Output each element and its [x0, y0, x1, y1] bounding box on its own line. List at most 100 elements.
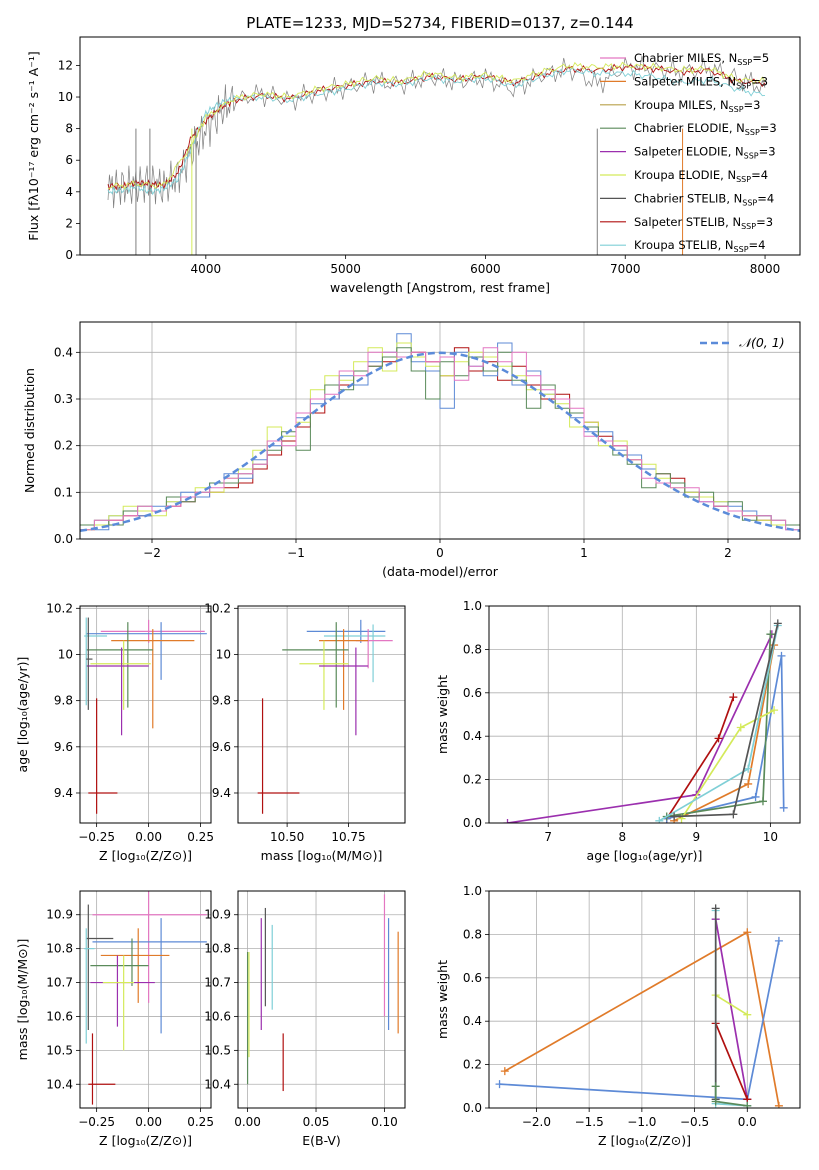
y-tick-label: 12 [58, 58, 73, 72]
y-tick-label: 0.6 [463, 971, 482, 985]
point-marker [773, 619, 782, 628]
x-axis-label: E(B-V) [302, 1133, 341, 1148]
panel-mass-vs-Z: −0.25 0.00 0.25 10.4 10.5 10.6 10.7 10.8 10.9 Z [… [15, 890, 214, 1148]
x-tick-label: 0.0 [738, 1115, 757, 1129]
panel-age-vs-mass: 10.50 10.75 9.4 9.6 9.8 10 10.2 mass [log₁₀(M/M… [204, 601, 406, 863]
legend-label: 𝒩(0, 1) [739, 335, 785, 350]
y-tick-label: 10.6 [204, 1009, 231, 1023]
x-tick-label: −2.0 [522, 1115, 551, 1129]
point-marker [711, 1082, 720, 1091]
y-tick-label: 0.0 [463, 1101, 482, 1115]
y-tick-label: 0.2 [54, 439, 73, 453]
y-tick-label: 9.4 [54, 786, 73, 800]
legend-entry: Salpeter MILES, NSSP=3 [600, 74, 768, 90]
y-tick-label: 10.5 [204, 1043, 231, 1057]
y-tick-label: 2 [65, 216, 73, 230]
y-tick-label: 4 [65, 185, 73, 199]
y-tick-label: 9.4 [212, 786, 231, 800]
x-tick-label: 9 [693, 830, 701, 844]
x-tick-label: 1 [580, 546, 588, 560]
legend-label: Kroupa ELODIE, NSSP=4 [634, 168, 768, 184]
point-marker [714, 734, 723, 743]
y-axis-label: Flux [fλ10⁻¹⁷ erg cm⁻² s⁻¹ A⁻¹] [26, 51, 41, 240]
panel-spectrum: 4000 5000 6000 7000 8000 0 2 4 6 8 10 12 wavelength … [26, 36, 801, 295]
x-tick-label: 0.05 [303, 1115, 330, 1129]
histogram [80, 347, 800, 539]
legend-entry: Salpeter STELIB, NSSP=3 [600, 215, 773, 231]
y-tick-label: 10.4 [204, 1077, 231, 1091]
weight-series [507, 633, 773, 823]
x-tick-label: 0.00 [135, 1115, 162, 1129]
y-tick-label: 0.8 [463, 642, 482, 656]
x-tick-label: −1.0 [627, 1115, 656, 1129]
legend-entry: Chabrier MILES, NSSP=5 [600, 51, 769, 67]
x-tick-label: 8 [618, 830, 626, 844]
x-axis-label: Z [log₁₀(Z/Z⊙)] [99, 1133, 192, 1148]
x-tick-label: 7000 [610, 262, 641, 276]
point-marker [729, 810, 738, 819]
legend-label: Salpeter STELIB, NSSP=3 [634, 215, 773, 231]
legend-label: Kroupa STELIB, NSSP=4 [634, 238, 765, 254]
y-tick-label: 1.0 [463, 884, 482, 898]
point-marker [736, 723, 745, 732]
plot-area [489, 606, 800, 823]
x-axis-label: mass [log₁₀(M/M⊙)] [261, 848, 383, 863]
y-tick-label: 10.7 [46, 976, 73, 990]
axes-frame [488, 890, 801, 1109]
point-marker [758, 797, 767, 806]
weight-series [714, 1023, 749, 1100]
x-tick-label: 10.75 [331, 830, 365, 844]
legend-entry: Chabrier ELODIE, NSSP=3 [600, 121, 777, 137]
x-tick-label: −2 [143, 546, 161, 560]
y-tick-label: 10.2 [204, 601, 231, 615]
spectrum-series [107, 61, 766, 190]
y-tick-label: 0.2 [463, 773, 482, 787]
x-tick-label: 6000 [470, 262, 501, 276]
y-tick-label: 1.0 [463, 599, 482, 613]
x-tick-label: 0.10 [371, 1115, 398, 1129]
y-tick-label: 0.8 [463, 927, 482, 941]
y-tick-label: 10.8 [204, 942, 231, 956]
plot-area [80, 606, 211, 823]
legend-entry: Kroupa ELODIE, NSSP=4 [600, 168, 768, 184]
plot-area [107, 56, 766, 255]
panel-residuals: −2 −1 0 1 2 0.0 0.1 0.2 0.3 0.4 (data-model)/error… [22, 321, 801, 579]
y-tick-label: 0.6 [463, 686, 482, 700]
axes-frame [79, 36, 801, 256]
y-tick-label: 10 [216, 647, 231, 661]
y-tick-label: 0.2 [463, 1058, 482, 1072]
weight-series [673, 644, 775, 822]
plot-area [80, 322, 800, 539]
legend-label: Chabrier STELIB, NSSP=4 [634, 191, 774, 207]
x-axis-label: Z [log₁₀(Z/Z⊙)] [99, 848, 192, 863]
y-tick-label: 10.5 [46, 1043, 73, 1057]
y-axis-label: mass weight [435, 960, 450, 1039]
point-marker [711, 1097, 720, 1106]
point-marker [711, 904, 720, 913]
y-tick-label: 8 [65, 122, 73, 136]
x-tick-label: 0.00 [135, 830, 162, 844]
x-axis-label: wavelength [Angstrom, rest frame] [330, 280, 550, 295]
y-tick-label: 10.7 [204, 976, 231, 990]
x-axis-label: (data-model)/error [382, 564, 499, 579]
y-tick-label: 9.6 [54, 740, 73, 754]
y-tick-label: 0.3 [54, 392, 73, 406]
y-tick-label: 0.4 [54, 345, 73, 359]
panel-mass-vs-EBV: 0.00 0.05 0.10 10.4 10.5 10.6 10.7 10.8 10.9 E(B-… [204, 890, 406, 1148]
panel-age-vs-Z: −0.25 0.00 0.25 9.4 9.6 9.8 10 10.2 Z [log₁₀(Z/Z… [15, 601, 214, 863]
panel-weight-vs-age: 7 8 9 10 0.0 0.2 0.4 0.6 0.8 1.0 age [log₁₀(age/yr… [435, 599, 801, 863]
y-tick-label: 10 [58, 647, 73, 661]
axes-frame [488, 605, 801, 824]
y-tick-label: 0.0 [463, 816, 482, 830]
legend-entry: Kroupa MILES, NSSP=3 [600, 98, 760, 114]
y-tick-label: 10 [58, 90, 73, 104]
point-marker [503, 819, 512, 823]
point-marker [495, 1080, 504, 1089]
x-tick-label: 7 [544, 830, 552, 844]
x-tick-label: 10 [763, 830, 778, 844]
y-tick-label: 10.6 [46, 1009, 73, 1023]
weight-series [665, 696, 735, 820]
legend-entry: Salpeter ELODIE, NSSP=3 [600, 145, 776, 161]
x-axis-label: Z [log₁₀(Z/Z⊙)] [598, 1133, 691, 1148]
